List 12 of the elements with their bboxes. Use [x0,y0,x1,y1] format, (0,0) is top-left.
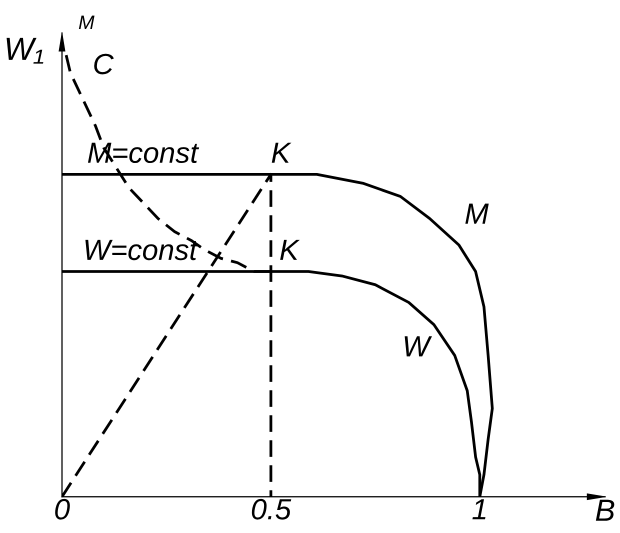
annotation: K [272,142,292,163]
annotation: W=const [85,240,198,260]
y-axis-title: W₁ [6,38,44,64]
x-tick-label: 0.5 [252,498,292,520]
series-label: M [465,204,489,224]
text: M [78,16,94,30]
x-axis-title: B [596,500,614,521]
annotation: K [280,240,300,260]
x-tick-label: 0 [55,498,70,520]
series-label: W [404,336,432,356]
series-label: C [94,54,114,74]
x-tick-label: 1 [472,499,486,520]
